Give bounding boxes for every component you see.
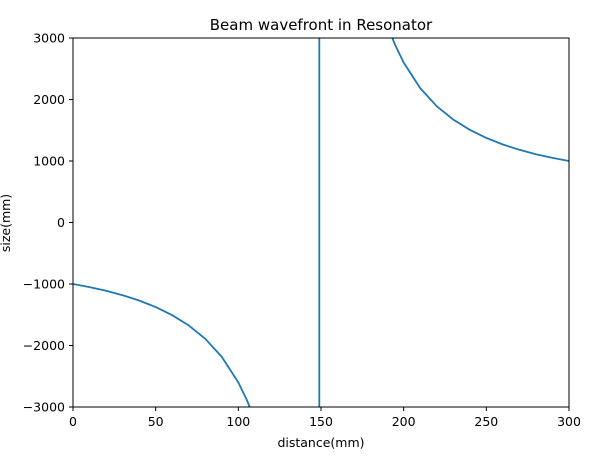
plot-frame (72, 37, 570, 408)
y-tick-label: 2000 (33, 92, 65, 107)
y-tick-label: 0 (57, 215, 65, 230)
series-line (391, 38, 569, 162)
x-tick-label: 250 (474, 414, 498, 429)
y-axis-label: size(mm) (0, 194, 13, 252)
y-axis-ticks: −3000 −2000 −1000 0 1000 2000 3000 (23, 31, 73, 415)
y-tick-label: 1000 (33, 154, 65, 169)
y-tick-label: −1000 (23, 277, 65, 292)
y-tick-label: 3000 (33, 31, 65, 46)
x-tick-label: 200 (392, 414, 416, 429)
x-axis-ticks: 0 50 100 150 200 250 300 (69, 407, 581, 429)
chart-title: Beam wavefront in Resonator (210, 16, 433, 34)
data-lines (73, 38, 569, 407)
x-tick-label: 50 (148, 414, 164, 429)
series-line (73, 283, 251, 407)
y-tick-label: −3000 (23, 400, 65, 415)
x-tick-label: 300 (557, 414, 581, 429)
x-tick-label: 0 (69, 414, 77, 429)
y-tick-label: −2000 (23, 338, 65, 353)
x-axis-label: distance(mm) (277, 435, 364, 450)
x-tick-label: 150 (309, 414, 333, 429)
x-tick-label: 100 (226, 414, 250, 429)
